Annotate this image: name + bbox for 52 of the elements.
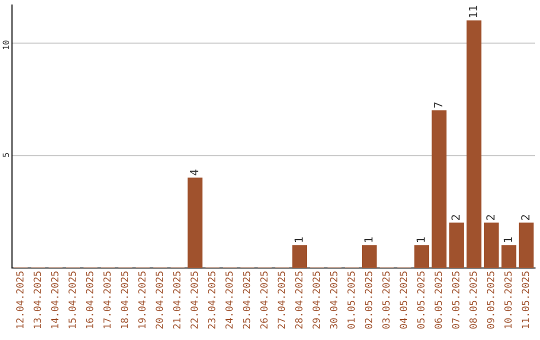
- data-label: 1: [294, 237, 303, 242]
- x-tick-label: 08.05.2025: [469, 272, 477, 329]
- x-tick-label: 01.05.2025: [347, 272, 355, 329]
- bar: [292, 245, 308, 268]
- bar: [466, 20, 482, 268]
- x-tick-label: 17.04.2025: [103, 272, 111, 328]
- x-tick-label: 10.05.2025: [504, 272, 512, 328]
- x-tick-label: 26.04.2025: [260, 272, 268, 329]
- bar: [362, 245, 377, 268]
- x-tick-label: 22.04.2025: [190, 272, 198, 329]
- bar: [432, 110, 447, 268]
- x-tick-label: 04.05.2025: [400, 272, 408, 329]
- x-tick-label: 28.04.2025: [295, 272, 302, 329]
- x-tick-label: 18.04.2025: [120, 272, 128, 328]
- bar: [414, 245, 430, 268]
- bar: [518, 222, 534, 268]
- x-tick-label: 24.04.2025: [225, 272, 233, 329]
- x-tick-label: 19.04.2025: [138, 272, 146, 328]
- x-tick-label: 15.04.2025: [68, 272, 76, 328]
- x-tick-label: 06.05.2025: [434, 272, 442, 329]
- x-tick-label: 13.04.2025: [34, 272, 41, 328]
- x-tick-label: 20.04.2025: [156, 272, 164, 329]
- y-tick-label: 5: [2, 153, 9, 157]
- bar: [449, 222, 464, 268]
- bar: [188, 178, 202, 268]
- data-label: 7: [434, 102, 442, 108]
- x-tick-label: 30.04.2025: [330, 272, 338, 329]
- x-tick-label: 02.05.2025: [364, 272, 372, 329]
- x-tick-label: 16.04.2025: [86, 272, 94, 328]
- x-tick-label: 03.05.2025: [382, 272, 390, 329]
- data-label: 1: [364, 237, 372, 242]
- data-label: 2: [451, 215, 460, 220]
- data-label: 1: [504, 237, 512, 242]
- x-tick-label: 14.04.2025: [51, 272, 58, 328]
- x-tick-label: 25.04.2025: [242, 272, 250, 329]
- x-tick-label: 23.04.2025: [208, 272, 216, 329]
- y-tick-label: 10: [2, 40, 9, 50]
- data-label: 2: [521, 215, 530, 220]
- data-label: 1: [416, 237, 425, 242]
- data-label: 11: [468, 6, 478, 18]
- bar: [501, 245, 516, 268]
- x-tick-label: 21.04.2025: [173, 272, 180, 329]
- data-label: 4: [190, 170, 198, 176]
- x-tick-label: 27.04.2025: [278, 272, 286, 329]
- bar: [484, 222, 499, 268]
- x-tick-label: 12.04.2025: [16, 272, 24, 328]
- data-label: 2: [486, 215, 495, 220]
- x-tick-label: 29.04.2025: [312, 272, 320, 329]
- x-tick-label: 05.05.2025: [417, 272, 425, 329]
- x-tick-label: 09.05.2025: [486, 272, 494, 329]
- x-tick-label: 11.05.2025: [522, 272, 530, 328]
- x-tick-label: 07.05.2025: [452, 272, 460, 329]
